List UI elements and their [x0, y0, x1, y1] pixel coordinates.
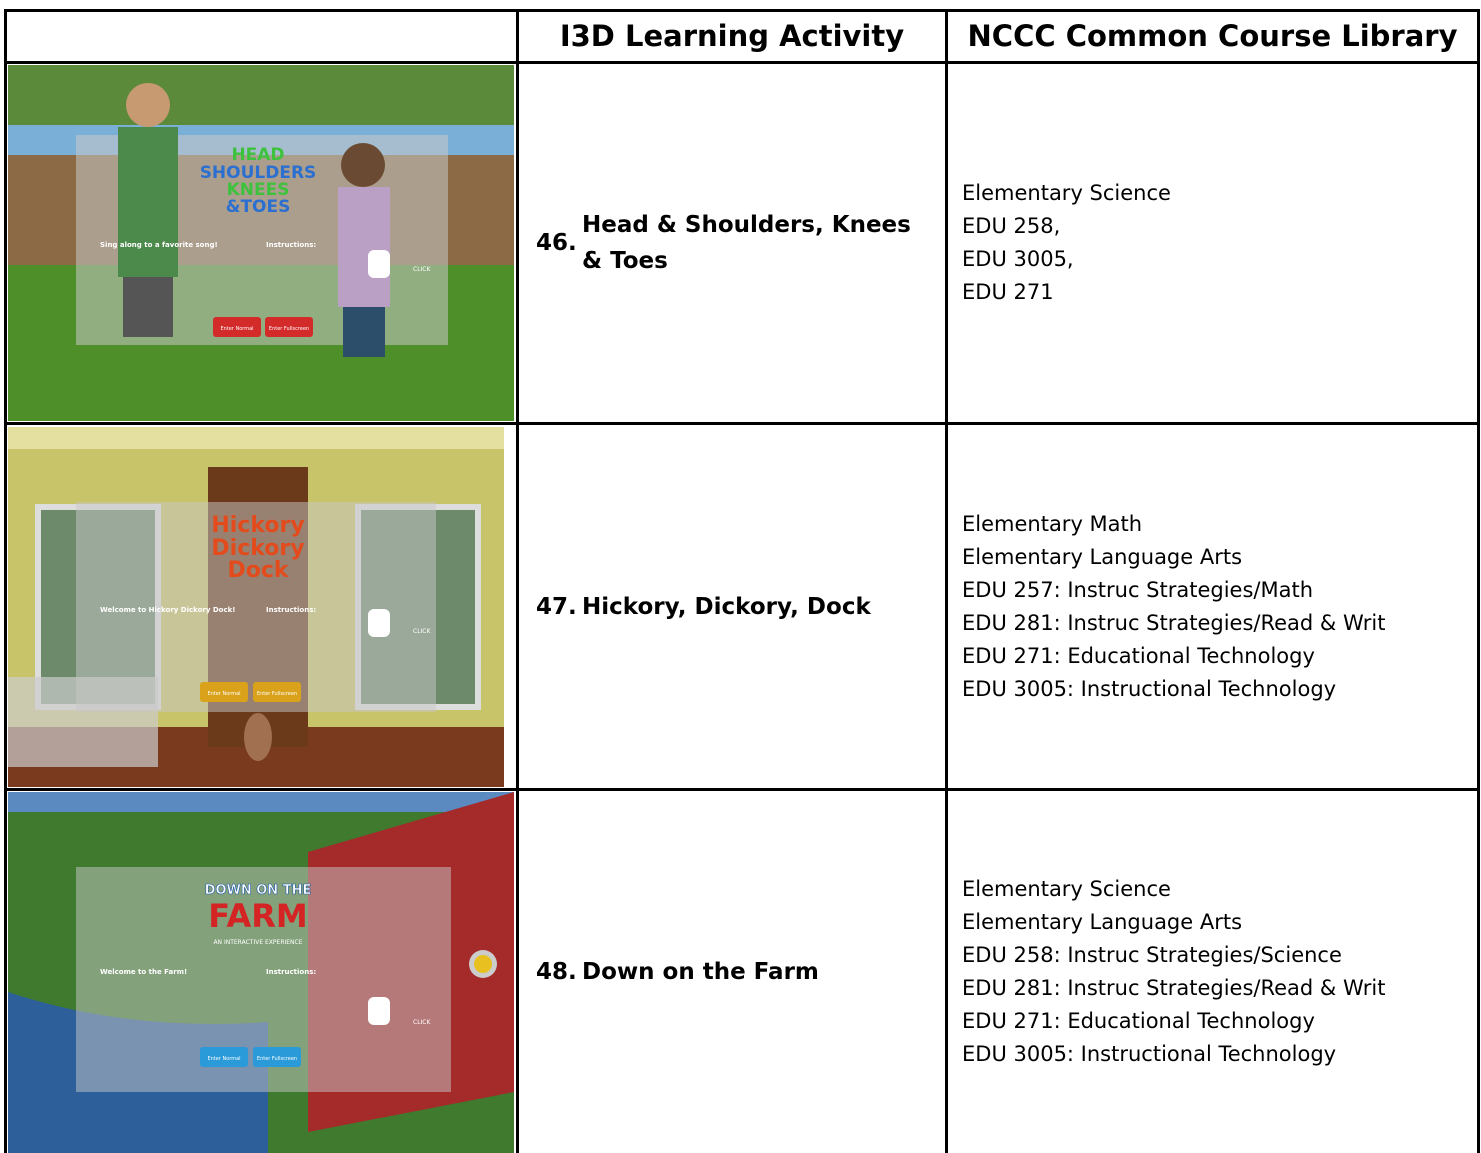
instructions: Instructions:: [266, 241, 316, 249]
border: [1477, 9, 1480, 1153]
course: Elementary Science: [962, 877, 1171, 901]
course: EDU 271: [962, 280, 1054, 304]
button-label: Enter Fullscreen: [269, 326, 309, 332]
course: EDU 281: Instruc Strategies/Read & Writ: [962, 976, 1386, 1000]
button-label: Enter Normal: [220, 326, 253, 332]
logo-line: FARM: [208, 897, 307, 935]
intro: Sing along to a favorite song!: [100, 241, 218, 249]
activity-number: 48.: [536, 959, 577, 985]
activity-number: 47.: [536, 593, 577, 620]
logo-line: Dickory: [211, 536, 304, 561]
course: EDU 3005,: [962, 247, 1074, 271]
activity-title: Hickory, Dickory, Dock: [582, 593, 871, 620]
activity: 47. Hickory, Dickory, Dock: [520, 425, 944, 788]
border: [945, 9, 948, 1153]
course-list: Elementary Math Elementary Language Arts E…: [962, 425, 1472, 788]
screenshot: HEAD SHOULDERS KNEES &TOES Sing along to…: [8, 65, 514, 421]
course: EDU 257: Instruc Strategies/Math: [962, 577, 1314, 602]
border: [516, 9, 519, 1153]
button-label: Enter Fullscreen: [257, 691, 297, 697]
intro: Welcome to Hickory Dickory Dock!: [100, 606, 236, 614]
activity: 48. Down on the Farm: [520, 791, 944, 1153]
course: EDU 271: Educational Technology: [962, 1009, 1315, 1033]
click-label: CLICK: [413, 266, 431, 273]
button-label: Enter Fullscreen: [257, 1056, 297, 1062]
click-label: CLICK: [413, 628, 431, 635]
course-list: Elementary Science Elementary Language Ar…: [962, 791, 1472, 1153]
course: Elementary Math: [962, 511, 1143, 536]
course: EDU 3005: Instructional Technology: [962, 676, 1337, 701]
header-activity: I3D Learning Activity: [559, 19, 905, 53]
button-label: Enter Normal: [207, 691, 240, 697]
border: [4, 61, 1480, 64]
course: EDU 258,: [962, 214, 1061, 238]
logo-line: HEAD: [231, 145, 284, 165]
click-label: CLICK: [413, 1019, 431, 1026]
logo-line: KNEES: [227, 180, 290, 200]
course: Elementary Science: [962, 181, 1171, 205]
border: [4, 9, 1480, 12]
intro: Welcome to the Farm!: [100, 968, 187, 976]
logo-line: Dock: [227, 558, 289, 583]
course-list: Elementary Science EDU 258, EDU 3005, EDU 2…: [962, 64, 1472, 422]
activity-title: Down on the Farm: [582, 959, 819, 985]
activity-number: 46.: [536, 230, 577, 256]
activity: 46. Head & Shoulders, Knees & Toes: [520, 64, 944, 422]
course: EDU 281: Instruc Strategies/Read & Writ: [962, 610, 1386, 635]
screenshot: DOWN ON THE FARM AN INTERACTIVE EXPERIEN…: [8, 792, 514, 1153]
instructions: Instructions:: [266, 968, 316, 976]
logo-line: Hickory: [211, 513, 304, 538]
border: [4, 788, 1480, 791]
activity-title: Head & Shoulders, Knees & Toes: [582, 212, 911, 274]
course: Elementary Language Arts: [962, 544, 1243, 569]
course: Elementary Language Arts: [962, 910, 1243, 934]
border: [4, 9, 7, 1153]
logo-line: SHOULDERS: [200, 163, 317, 183]
button-label: Enter Normal: [207, 1056, 240, 1062]
logo-line: DOWN ON THE: [205, 883, 312, 898]
instructions: Instructions:: [266, 606, 316, 614]
header-library: NCCC Common Course Library: [967, 19, 1458, 53]
course: EDU 271: Educational Technology: [962, 643, 1315, 668]
logo-line: AN INTERACTIVE EXPERIENCE: [213, 939, 302, 946]
course: EDU 3005: Instructional Technology: [962, 1042, 1337, 1066]
screenshot: Hickory Dickory Dock Welcome to Hickory …: [8, 427, 504, 787]
course: EDU 258: Instruc Strategies/Science: [962, 943, 1342, 967]
logo-line: &TOES: [226, 197, 291, 217]
border: [4, 422, 1480, 425]
